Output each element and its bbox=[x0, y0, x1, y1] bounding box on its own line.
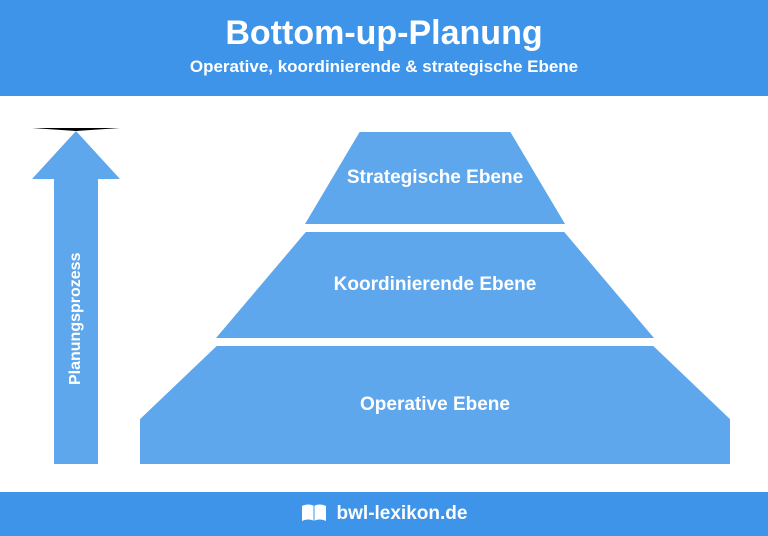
page-subtitle: Operative, koordinierende & strategische… bbox=[0, 57, 768, 77]
footer-text: bwl-lexikon.de bbox=[337, 503, 468, 525]
header: Bottom-up-Planung Operative, koordiniere… bbox=[0, 0, 768, 96]
diagram-canvas: Planungsprozess Strategische Ebene Koordi… bbox=[0, 96, 768, 492]
page-title: Bottom-up-Planung bbox=[0, 14, 768, 53]
footer: bwl-lexikon.de bbox=[0, 492, 768, 536]
pyramid-layer-label: Koordinierende Ebene bbox=[334, 274, 537, 296]
pyramid-layer-operative-ebene: Operative Ebene bbox=[140, 346, 730, 464]
pyramid-layer-koordinierende-ebene: Koordinierende Ebene bbox=[216, 232, 654, 338]
arrow-head-icon bbox=[32, 128, 120, 179]
open-book-icon bbox=[301, 504, 327, 524]
arrow-label: Planungsprozess bbox=[54, 174, 98, 464]
pyramid-layer-label: Strategische Ebene bbox=[347, 167, 523, 189]
pyramid-layer-strategische-ebene: Strategische Ebene bbox=[305, 132, 565, 224]
pyramid-layer-label: Operative Ebene bbox=[360, 394, 510, 416]
